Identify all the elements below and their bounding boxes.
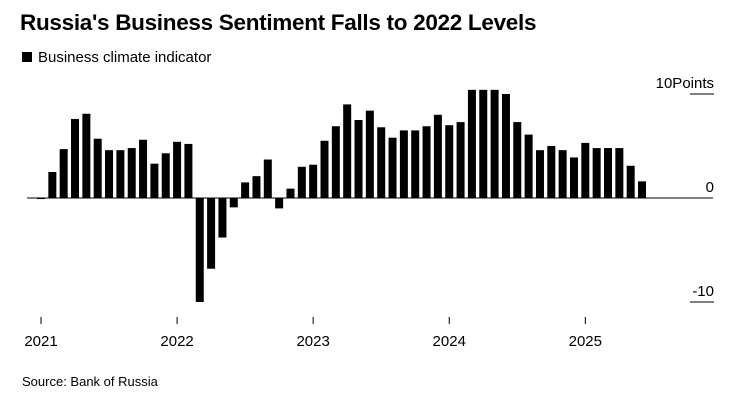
- bar: [411, 130, 420, 198]
- y-tick-label: 10Points: [656, 75, 714, 92]
- bar: [105, 150, 114, 198]
- x-tick-label: 2021: [24, 333, 57, 350]
- bar: [513, 122, 522, 198]
- bar: [150, 163, 159, 198]
- bar: [207, 198, 216, 269]
- bar: [116, 150, 125, 198]
- bar: [399, 130, 408, 198]
- bar: [490, 89, 499, 198]
- bar: [592, 148, 601, 198]
- x-tick-label: 2022: [160, 333, 193, 350]
- chart-title: Russia's Business Sentiment Falls to 202…: [20, 10, 537, 35]
- bar: [638, 181, 647, 198]
- bar: [161, 153, 170, 198]
- legend-label: Business climate indicator: [38, 48, 212, 66]
- bar: [331, 126, 340, 198]
- bar: [535, 150, 544, 198]
- bar: [184, 143, 193, 198]
- bar: [501, 94, 510, 198]
- bar: [456, 122, 465, 198]
- bar: [252, 176, 261, 198]
- bar: [320, 140, 329, 198]
- bar: [467, 89, 476, 198]
- bar: [604, 148, 612, 198]
- bar: [365, 110, 374, 198]
- bar: [388, 137, 397, 198]
- bar: [218, 198, 227, 238]
- bar: [433, 114, 442, 198]
- bar: [275, 198, 284, 209]
- bar: [48, 172, 57, 198]
- bar: [445, 125, 454, 198]
- bar: [59, 149, 68, 198]
- bar: [241, 182, 250, 198]
- bar: [626, 165, 635, 198]
- bar: [377, 127, 386, 198]
- bar: [93, 138, 102, 198]
- y-tick-label: -10: [692, 283, 714, 300]
- bar: [229, 198, 238, 208]
- bar: [309, 164, 318, 198]
- bar: [615, 148, 624, 198]
- bar: [569, 157, 578, 198]
- legend: Business climate indicator: [22, 48, 211, 66]
- bar: [422, 126, 431, 198]
- bar: [195, 198, 204, 302]
- bar: [558, 150, 567, 198]
- bar: [82, 113, 91, 198]
- y-tick-label: 0: [706, 179, 714, 196]
- bar: [127, 148, 136, 198]
- bar: [524, 134, 533, 198]
- bar: [343, 104, 352, 198]
- bar: [263, 159, 272, 198]
- bar: [479, 89, 488, 198]
- bar: [71, 118, 80, 198]
- x-tick-label: 2023: [296, 333, 329, 350]
- bar: [354, 120, 363, 198]
- bar: [581, 142, 590, 198]
- x-tick-label: 2025: [569, 333, 602, 350]
- bar: [173, 141, 182, 198]
- x-tick-label: 2024: [433, 333, 466, 350]
- bar: [547, 146, 556, 198]
- source-note: Source: Bank of Russia: [22, 374, 158, 389]
- bar: [297, 166, 306, 198]
- legend-swatch: [22, 52, 32, 62]
- bar: [139, 139, 148, 198]
- bar: [37, 198, 45, 200]
- bar: [286, 188, 295, 198]
